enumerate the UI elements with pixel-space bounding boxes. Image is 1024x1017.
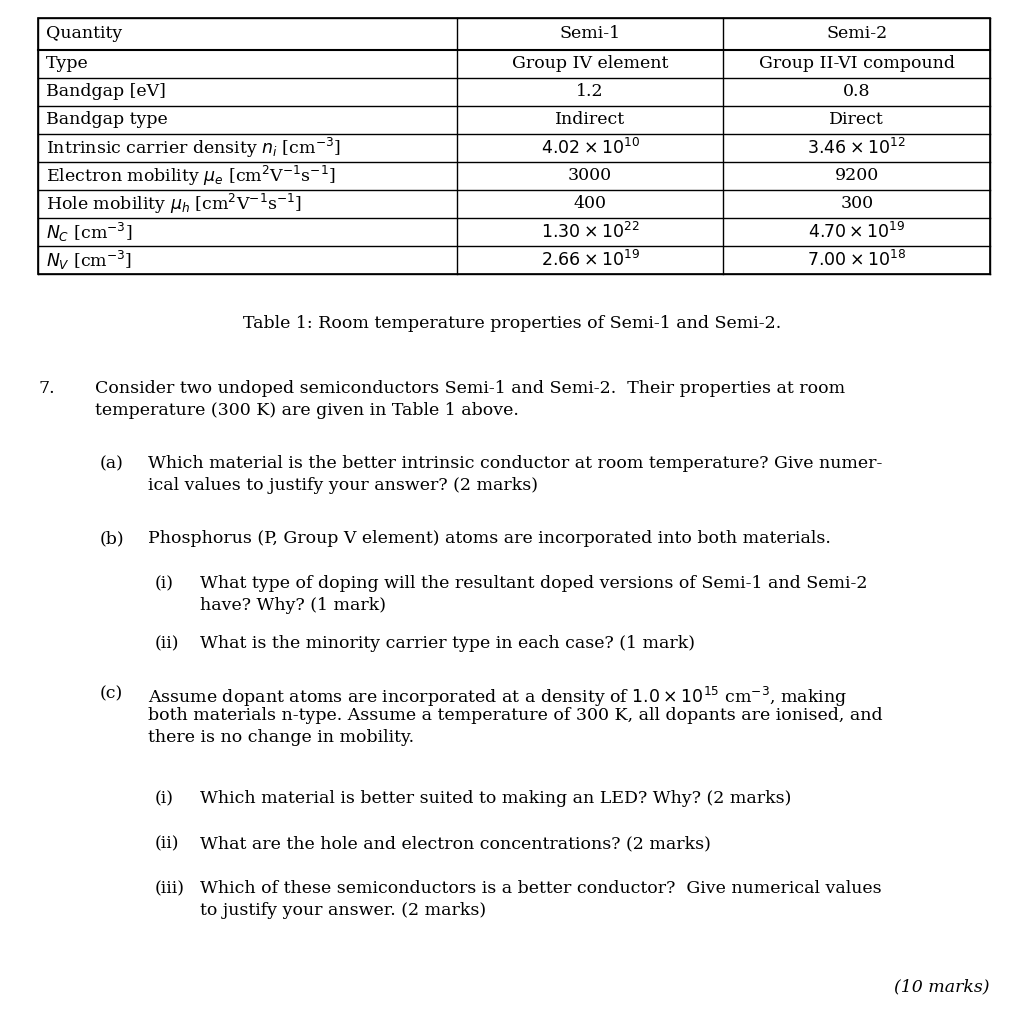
Text: $N_C$ [cm$^{-3}$]: $N_C$ [cm$^{-3}$] xyxy=(46,221,132,243)
Text: (i): (i) xyxy=(155,790,174,807)
Text: both materials n-type. Assume a temperature of 300 K, all dopants are ionised, a: both materials n-type. Assume a temperat… xyxy=(148,707,883,724)
Text: Group IV element: Group IV element xyxy=(512,56,669,72)
Text: (c): (c) xyxy=(100,685,123,702)
Text: 0.8: 0.8 xyxy=(843,83,870,101)
Text: Quantity: Quantity xyxy=(46,25,122,43)
Text: (i): (i) xyxy=(155,575,174,592)
Text: Electron mobility $\mu_e$ [cm$^2$V$^{-1}$s$^{-1}$]: Electron mobility $\mu_e$ [cm$^2$V$^{-1}… xyxy=(46,164,336,188)
Text: have? Why? (1 mark): have? Why? (1 mark) xyxy=(200,597,386,614)
Text: Which of these semiconductors is a better conductor?  Give numerical values: Which of these semiconductors is a bette… xyxy=(200,880,882,897)
Text: Hole mobility $\mu_h$ [cm$^2$V$^{-1}$s$^{-1}$]: Hole mobility $\mu_h$ [cm$^2$V$^{-1}$s$^… xyxy=(46,192,302,216)
Text: (10 marks): (10 marks) xyxy=(895,978,990,995)
Text: $4.02 \times 10^{10}$: $4.02 \times 10^{10}$ xyxy=(541,138,640,158)
Text: What is the minority carrier type in each case? (1 mark): What is the minority carrier type in eac… xyxy=(200,635,695,652)
Text: Group II-VI compound: Group II-VI compound xyxy=(759,56,954,72)
Text: Semi-2: Semi-2 xyxy=(826,25,888,43)
Text: Type: Type xyxy=(46,56,89,72)
Text: Intrinsic carrier density $n_i$ [cm$^{-3}$]: Intrinsic carrier density $n_i$ [cm$^{-3… xyxy=(46,136,341,160)
Text: Indirect: Indirect xyxy=(555,112,626,128)
Text: $4.70 \times 10^{19}$: $4.70 \times 10^{19}$ xyxy=(808,222,905,242)
Text: (a): (a) xyxy=(100,455,124,472)
Text: What type of doping will the resultant doped versions of Semi-1 and Semi-2: What type of doping will the resultant d… xyxy=(200,575,867,592)
Text: $1.30 \times 10^{22}$: $1.30 \times 10^{22}$ xyxy=(541,222,639,242)
Text: Bandgap type: Bandgap type xyxy=(46,112,168,128)
Text: there is no change in mobility.: there is no change in mobility. xyxy=(148,729,414,746)
Text: temperature (300 K) are given in Table 1 above.: temperature (300 K) are given in Table 1… xyxy=(95,402,519,419)
Text: Assume dopant atoms are incorporated at a density of $1.0 \times 10^{15}$ cm$^{-: Assume dopant atoms are incorporated at … xyxy=(148,685,847,709)
Text: to justify your answer. (2 marks): to justify your answer. (2 marks) xyxy=(200,902,486,919)
Text: $3.46 \times 10^{12}$: $3.46 \times 10^{12}$ xyxy=(808,138,906,158)
Text: Semi-1: Semi-1 xyxy=(559,25,621,43)
Text: Table 1: Room temperature properties of Semi-1 and Semi-2.: Table 1: Room temperature properties of … xyxy=(243,315,781,332)
Text: 3000: 3000 xyxy=(568,168,612,184)
Text: 1.2: 1.2 xyxy=(577,83,604,101)
Text: $N_V$ [cm$^{-3}$]: $N_V$ [cm$^{-3}$] xyxy=(46,248,132,272)
Text: 7.: 7. xyxy=(38,380,54,397)
Text: (iii): (iii) xyxy=(155,880,185,897)
Text: Phosphorus (P, Group V element) atoms are incorporated into both materials.: Phosphorus (P, Group V element) atoms ar… xyxy=(148,530,830,547)
Text: $7.00 \times 10^{18}$: $7.00 \times 10^{18}$ xyxy=(807,250,906,271)
Text: (b): (b) xyxy=(100,530,125,547)
Text: Direct: Direct xyxy=(829,112,884,128)
Text: 400: 400 xyxy=(573,195,606,213)
Text: Consider two undoped semiconductors Semi-1 and Semi-2.  Their properties at room: Consider two undoped semiconductors Semi… xyxy=(95,380,845,397)
Bar xyxy=(38,18,990,274)
Text: (ii): (ii) xyxy=(155,835,179,852)
Text: 9200: 9200 xyxy=(835,168,879,184)
Text: ical values to justify your answer? (2 marks): ical values to justify your answer? (2 m… xyxy=(148,477,538,494)
Text: 300: 300 xyxy=(840,195,873,213)
Text: Bandgap [eV]: Bandgap [eV] xyxy=(46,83,166,101)
Text: What are the hole and electron concentrations? (2 marks): What are the hole and electron concentra… xyxy=(200,835,711,852)
Text: Which material is the better intrinsic conductor at room temperature? Give numer: Which material is the better intrinsic c… xyxy=(148,455,883,472)
Text: (ii): (ii) xyxy=(155,635,179,652)
Text: $2.66 \times 10^{19}$: $2.66 \times 10^{19}$ xyxy=(541,250,640,271)
Text: Which material is better suited to making an LED? Why? (2 marks): Which material is better suited to makin… xyxy=(200,790,792,807)
